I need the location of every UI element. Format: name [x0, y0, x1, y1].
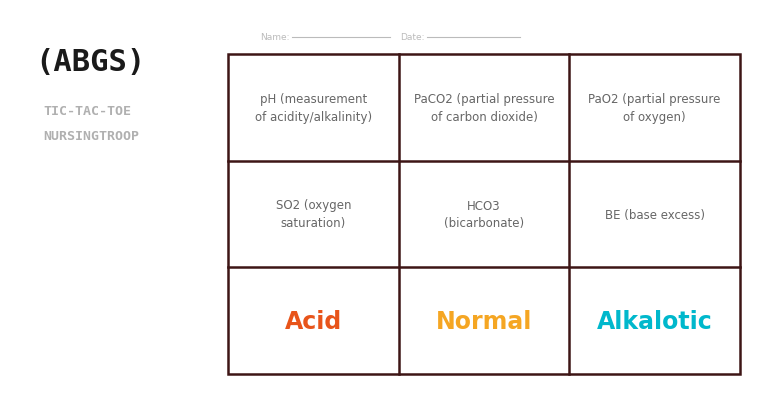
Bar — [228, 55, 740, 374]
Text: Name:: Name: — [260, 33, 290, 43]
FancyBboxPatch shape — [4, 4, 764, 397]
Text: NURSINGTROOP: NURSINGTROOP — [43, 130, 139, 143]
Text: Alkalotic: Alkalotic — [597, 309, 713, 333]
Text: Normal: Normal — [435, 309, 532, 333]
Text: BE (base excess): BE (base excess) — [604, 208, 705, 221]
Text: SO2 (oxygen
saturation): SO2 (oxygen saturation) — [276, 199, 351, 230]
Text: PaCO2 (partial pressure
of carbon dioxide): PaCO2 (partial pressure of carbon dioxid… — [414, 93, 554, 124]
Text: TIC-TAC-TOE: TIC-TAC-TOE — [43, 105, 131, 118]
Text: (ABGS): (ABGS) — [35, 48, 145, 77]
Bar — [228, 55, 740, 374]
Text: pH (measurement
of acidity/alkalinity): pH (measurement of acidity/alkalinity) — [255, 93, 372, 124]
Text: PaO2 (partial pressure
of oxygen): PaO2 (partial pressure of oxygen) — [588, 93, 721, 124]
Text: Acid: Acid — [285, 309, 342, 333]
Text: HCO3
(bicarbonate): HCO3 (bicarbonate) — [444, 199, 524, 230]
Text: Date:: Date: — [400, 33, 425, 43]
